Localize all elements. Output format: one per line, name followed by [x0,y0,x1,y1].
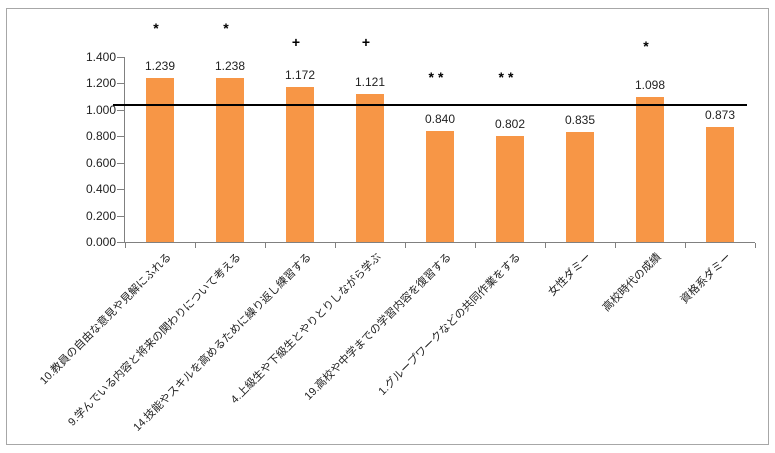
y-axis-tick-label: 0.800 [85,129,116,143]
y-axis-tick [117,216,124,217]
bar-value-label: 0.802 [494,117,526,131]
y-axis-tick-label: 0.400 [85,182,116,196]
bar-value-label: 1.238 [214,59,246,73]
bar-value-label: 0.873 [704,108,736,122]
bar-value-label: 0.840 [424,112,456,126]
x-axis-tick [475,243,476,248]
x-axis-tick [615,243,616,248]
bar-value-label: 1.121 [354,75,386,89]
y-axis-tick-label: 0.200 [85,209,116,223]
y-axis-tick [117,110,124,111]
significance-marker: * [153,20,163,36]
y-axis-tick-label: 0.000 [85,235,116,249]
bar [706,127,734,242]
bar [356,94,384,242]
y-axis-tick [117,242,124,243]
y-axis-tick-label: 1.000 [85,103,116,117]
x-axis [124,242,755,243]
significance-marker: * [643,38,653,54]
bar [216,78,244,242]
bar [566,132,594,242]
significance-marker: + [361,34,375,50]
x-axis-tick [685,243,686,248]
significance-marker: * [223,20,233,36]
x-axis-tick [545,243,546,248]
y-axis-tick-label: 1.200 [85,76,116,90]
x-axis-tick [125,243,126,248]
x-axis-tick [405,243,406,248]
x-axis-tick [335,243,336,248]
y-axis-tick [117,57,124,58]
bar-value-label: 1.172 [284,68,316,82]
bar-value-label: 0.835 [564,113,596,127]
y-axis [124,57,125,243]
bar [496,136,524,242]
bar [636,97,664,242]
y-axis-tick [117,83,124,84]
reference-line [113,104,747,106]
bar [146,78,174,242]
bar [426,131,454,242]
y-axis-tick-label: 1.400 [85,50,116,64]
significance-marker: + [291,34,305,50]
y-axis-tick [117,189,124,190]
bar-value-label: 1.098 [634,78,666,92]
x-axis-tick [195,243,196,248]
significance-marker: ** [428,69,448,85]
y-axis-tick [117,163,124,164]
y-axis-tick-label: 0.600 [85,156,116,170]
bar-value-label: 1.239 [144,59,176,73]
x-axis-tick [265,243,266,248]
bar [286,87,314,242]
significance-marker: ** [498,69,518,85]
x-axis-tick [755,243,756,248]
y-axis-tick [117,136,124,137]
